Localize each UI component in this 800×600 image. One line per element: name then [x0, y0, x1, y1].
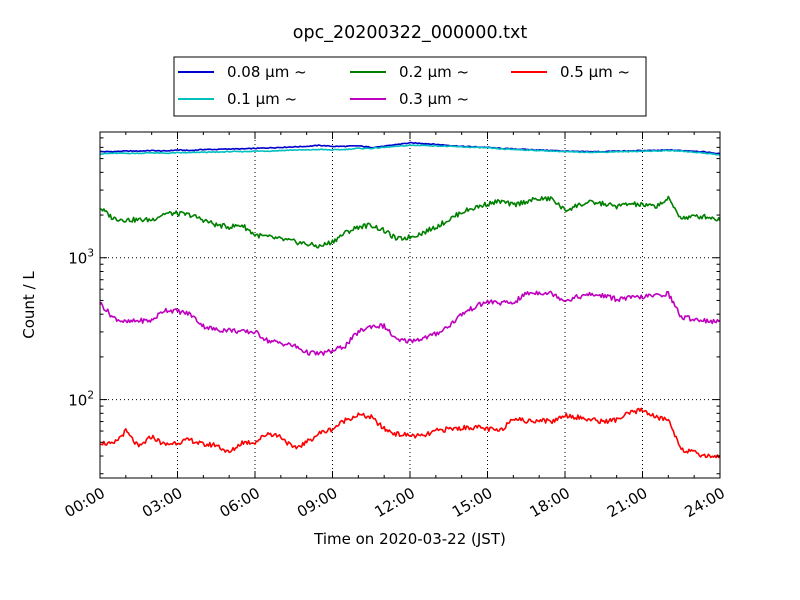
plot-area: [99, 141, 721, 459]
legend-label: 0.2 μm ~: [399, 63, 469, 81]
legend: 0.08 μm ~ 0.1 μm ~ 0.2 μm ~ 0.3 μm ~ 0.5 μm …: [173, 56, 647, 117]
y-tick-label: 103: [68, 248, 94, 268]
legend-label: 0.5 μm ~: [560, 63, 630, 81]
series-line: [99, 407, 721, 459]
grid: [100, 132, 720, 478]
y-tick-labels: 102 103: [68, 248, 94, 410]
x-axis-label: Time on 2020-03-22 (JST): [313, 530, 506, 548]
y-tick-label: 102: [68, 390, 94, 410]
legend-label: 0.08 μm ~: [227, 63, 307, 81]
legend-box: [173, 56, 647, 117]
axis-ticks: [99, 132, 721, 478]
legend-label: 0.3 μm ~: [399, 90, 469, 108]
y-axis-label: Count / L: [20, 271, 38, 339]
series-line: [99, 290, 721, 356]
chart-title: opc_20200322_000000.txt: [293, 23, 528, 43]
series-line: [99, 195, 721, 249]
series-line: [99, 144, 721, 156]
legend-label: 0.1 μm ~: [227, 90, 297, 108]
